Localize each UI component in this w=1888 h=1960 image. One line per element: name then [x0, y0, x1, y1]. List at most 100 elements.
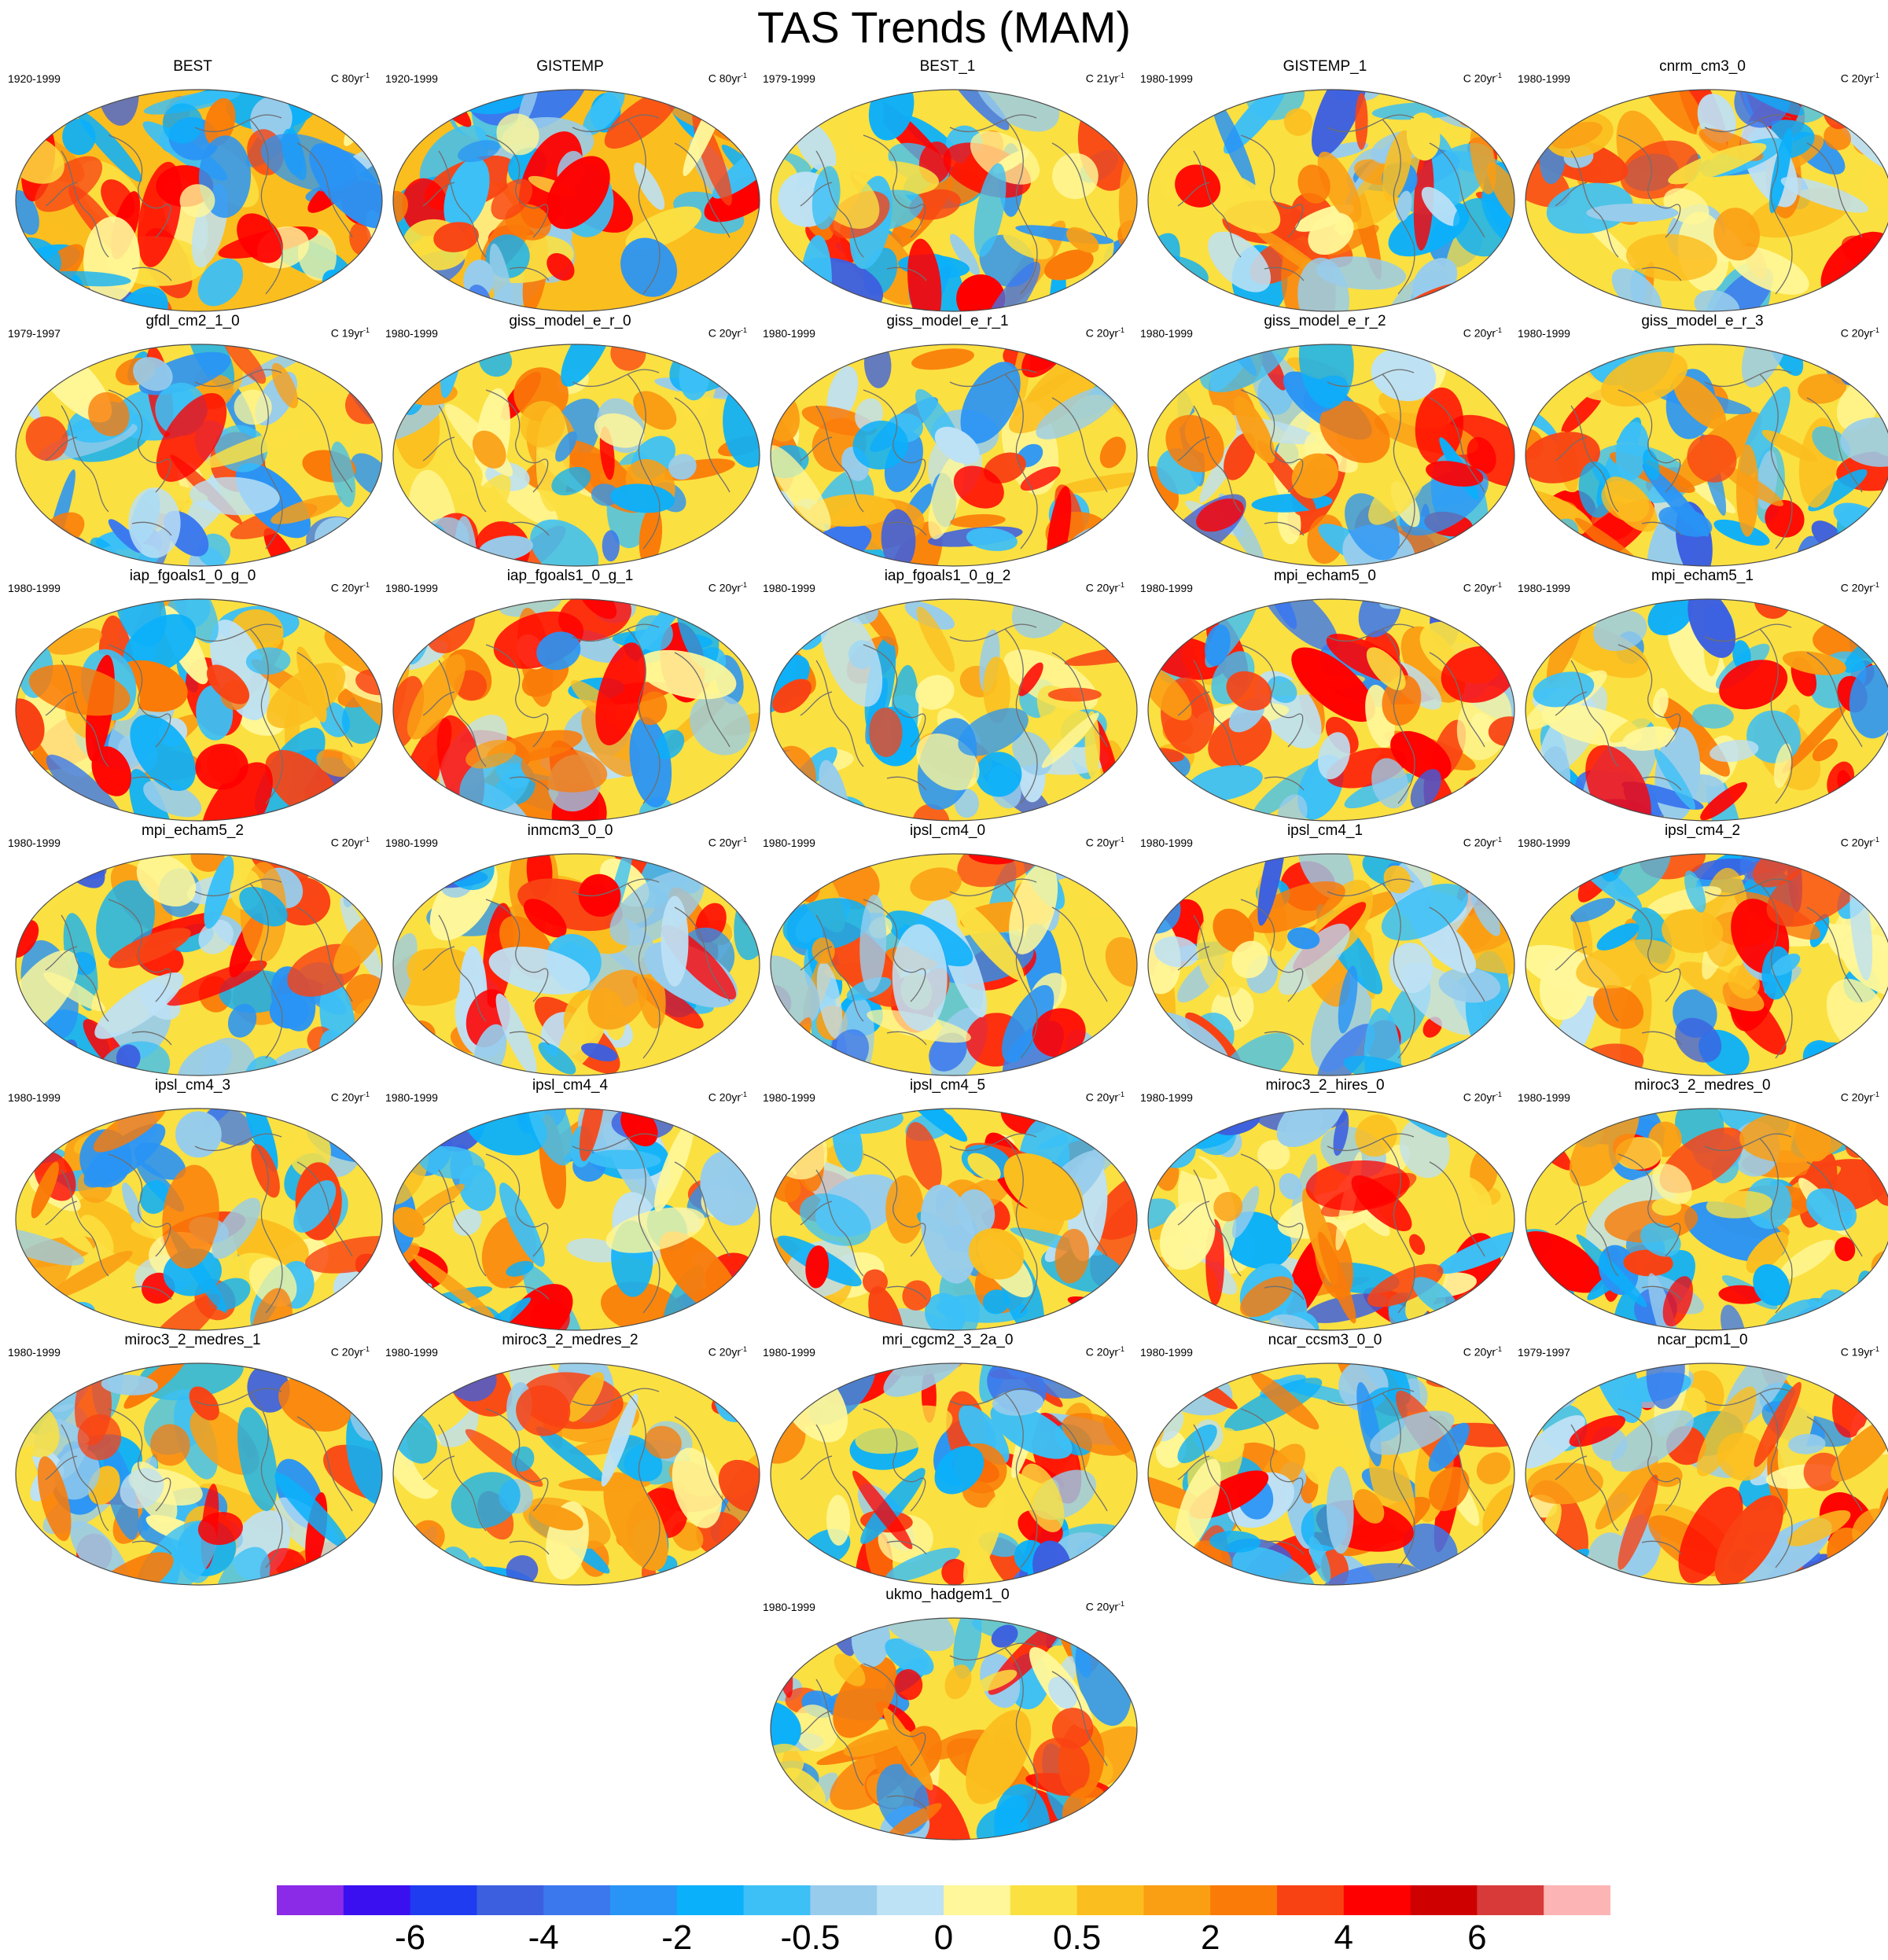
coastline: [949, 623, 1037, 642]
trend-contour-region: [1291, 647, 1375, 723]
trend-contour-region: [1366, 647, 1406, 690]
coastline: [1617, 1153, 1681, 1257]
coastline: [1264, 1285, 1305, 1300]
coastline: [1555, 436, 1588, 462]
trend-contour-region: [926, 1729, 990, 1760]
trend-contour-region: [661, 895, 689, 987]
trend-contour-region: [1368, 1440, 1415, 1532]
panel-units-exponent: -1: [1495, 581, 1502, 589]
panel-units: C 20yr-1: [708, 1342, 747, 1359]
trend-contour-region: [924, 1293, 966, 1330]
trend-contour-region: [1148, 785, 1165, 821]
global-trend-map: [770, 89, 1138, 312]
trend-contour-region: [1421, 186, 1460, 226]
trend-contour-region: [1646, 1363, 1685, 1410]
trend-contour-region: [271, 362, 299, 409]
trend-contour-region: [16, 116, 37, 140]
trend-contour-region: [506, 1260, 534, 1277]
coastline: [674, 1416, 731, 1512]
map-panel: ipsl_cm4_5 1980-1999 C 20yr-1: [763, 1077, 1138, 1331]
trend-contour-region: [1358, 599, 1402, 638]
coastline: [438, 1424, 487, 1532]
map-panel: iap_fgoals1_0_g_0 1980-1999 C 20yr-1: [8, 568, 383, 822]
trend-contour-region: [742, 515, 760, 566]
trend-contour-region: [1525, 1231, 1604, 1293]
coastline: [509, 776, 550, 791]
panel-title: inmcm3_0_0: [527, 822, 613, 839]
trend-contour-region: [108, 519, 142, 553]
panel-units: C 20yr-1: [708, 833, 747, 850]
map-outline: [770, 1617, 1138, 1840]
trend-contour-region: [1787, 1510, 1851, 1546]
trend-contour-region: [1210, 96, 1256, 190]
trend-contour-region: [639, 506, 663, 566]
trend-contour-region: [602, 530, 620, 562]
trend-contour-region: [610, 484, 675, 513]
trend-contour-region: [855, 1405, 953, 1454]
trend-contour-region: [894, 1669, 923, 1701]
global-trend-map: [15, 89, 383, 312]
map-panel: gfdl_cm2_1_0 1979-1997 C 19yr-1: [8, 313, 383, 567]
trend-contour-region: [834, 1653, 866, 1686]
global-trend-map: [392, 344, 760, 567]
coastline: [886, 267, 927, 281]
panel-units-text: C 20yr: [708, 1345, 741, 1359]
global-trend-map: [1147, 89, 1515, 312]
trend-contour-region: [668, 454, 697, 480]
coastline: [949, 114, 1037, 133]
trend-contour-region: [1062, 1413, 1134, 1456]
colorbar-labels: -6 -4 -2 -0.5 0 0.5 2 4 6: [0, 1918, 1888, 1958]
map-panel: ipsl_cm4_3 1980-1999 C 20yr-1: [8, 1077, 383, 1331]
trend-contour-region: [1474, 550, 1509, 566]
panel-units-exponent: -1: [1117, 836, 1124, 844]
colorbar-swatch: [1343, 1885, 1411, 1915]
trend-contour-region: [885, 1175, 924, 1244]
coastline: [674, 652, 731, 748]
trend-contour-region: [1003, 1153, 1084, 1221]
trend-contour-region: [128, 487, 181, 558]
trend-contour-region: [138, 1363, 244, 1401]
panel-units-exponent: -1: [1495, 72, 1502, 79]
trend-contour-region: [594, 413, 645, 448]
coastline: [296, 652, 353, 748]
trend-contour-region: [1002, 984, 1054, 1063]
trend-contour-region: [143, 90, 241, 115]
trend-contour-region: [1622, 726, 1676, 751]
trend-contour-region: [1032, 1008, 1086, 1057]
trend-contour-region: [1538, 1556, 1579, 1585]
coastline: [627, 628, 661, 804]
map-panel: iap_fgoals1_0_g_1 1980-1999 C 20yr-1: [385, 568, 760, 822]
panel-units: C 20yr-1: [1841, 323, 1879, 340]
trend-contour-region: [1654, 748, 1695, 811]
panel-units-exponent: -1: [1495, 836, 1502, 844]
trend-contour-region: [1753, 1263, 1790, 1306]
trend-contour-region: [1673, 375, 1727, 430]
coastline: [863, 389, 926, 493]
coastline: [1240, 1408, 1304, 1512]
trend-contour-region: [491, 178, 533, 220]
map-panel: miroc3_2_medres_1 1980-1999 C 20yr-1: [8, 1332, 383, 1586]
trend-contour-region: [1105, 936, 1137, 987]
trend-contour-region: [1020, 1463, 1065, 1532]
trend-contour-region: [1312, 90, 1368, 158]
map-outline: [1147, 89, 1515, 312]
trend-contour-region: [16, 698, 45, 752]
trend-contour-region: [1610, 1410, 1694, 1473]
panel-units-text: C 20yr: [1840, 326, 1873, 340]
trend-contour-region: [198, 919, 234, 954]
colorbar-swatch: [810, 1885, 878, 1915]
trend-contour-region: [1093, 1168, 1137, 1240]
trend-contour-region: [1349, 1363, 1411, 1405]
coastline: [1806, 652, 1863, 748]
trend-contour-region: [1453, 197, 1511, 257]
trend-contour-region: [1148, 528, 1168, 566]
trend-contour-region: [234, 389, 272, 425]
trend-contour-region: [869, 708, 903, 757]
colorbar-swatch: [477, 1885, 544, 1915]
trend-contour-region: [1220, 1032, 1294, 1076]
coastline: [1264, 776, 1305, 791]
trend-contour-region: [1213, 908, 1254, 953]
colorbar-tick-label: 0: [933, 1918, 954, 1957]
trend-contour-region: [852, 421, 908, 470]
trend-contour-region: [974, 1669, 1018, 1692]
